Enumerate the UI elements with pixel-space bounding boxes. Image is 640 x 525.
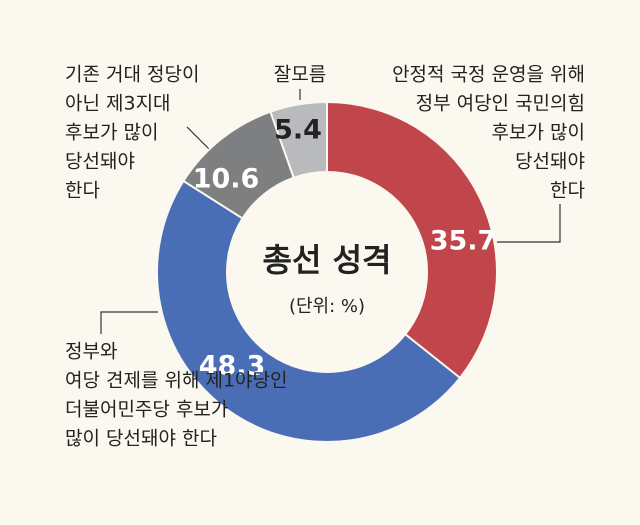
category-label: 안정적 국정 운영을 위해	[392, 64, 585, 86]
category-label: 잘모름	[274, 64, 326, 86]
category-label: 아닌 제3지대	[65, 93, 171, 115]
leader-line	[497, 204, 561, 243]
value-label: 10.6	[193, 164, 260, 195]
category-label: 당선돼야	[515, 151, 585, 173]
category-label: 정부 여당인 국민의힘	[416, 93, 585, 115]
chart-title: 총선 성격	[263, 241, 392, 279]
value-label: 35.7	[430, 226, 497, 257]
category-label: 정부와	[65, 341, 117, 363]
category-label: 많이 당선돼야 한다	[65, 428, 217, 450]
category-label: 당선돼야	[65, 151, 135, 173]
donut-slice	[326, 100, 498, 380]
donut-slice	[269, 100, 328, 179]
category-label: 여당 견제를 위해 제1야당인	[65, 370, 288, 392]
category-label: 한다	[65, 180, 100, 202]
category-label: 한다	[550, 180, 585, 202]
value-label: 48.3	[199, 351, 266, 382]
value-label: 5.4	[274, 115, 322, 146]
category-label: 후보가 많이	[492, 122, 585, 144]
leader-line	[100, 311, 158, 334]
category-label: 후보가 많이	[65, 122, 158, 144]
chart-subtitle: (단위: %)	[289, 296, 365, 317]
leader-line	[186, 126, 210, 150]
category-label: 기존 거대 정당이	[65, 64, 199, 86]
category-label: 더불어민주당 후보가	[65, 399, 228, 421]
donut-slice	[156, 179, 462, 443]
